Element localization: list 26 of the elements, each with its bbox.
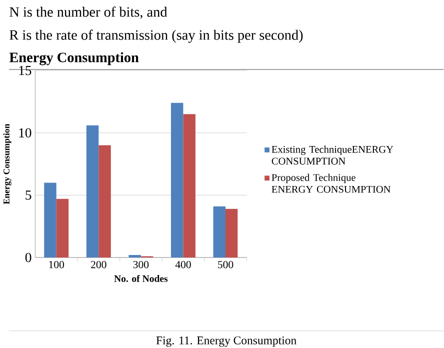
bar bbox=[128, 254, 141, 258]
caption: Fig. 11. Energy Consumption bbox=[156, 336, 296, 347]
bar bbox=[170, 102, 184, 258]
bar bbox=[226, 208, 238, 258]
x-tick-label: 300 bbox=[133, 260, 149, 268]
y-tick-label: 0 bbox=[25, 252, 32, 262]
y-tick-label: 15 bbox=[19, 66, 32, 75]
text: R is the rate of transmission (say in bits per second) bbox=[10, 29, 303, 43]
x-tick-label: 200 bbox=[91, 260, 106, 268]
legend-label: Existing TechniqueENERGY CONSUMPTION bbox=[272, 145, 394, 164]
bar bbox=[98, 145, 111, 258]
bar bbox=[86, 125, 99, 258]
chart-title: Energy Consumption bbox=[9, 52, 139, 65]
legend-label: Proposed Technique ENERGY CONSUMPTION bbox=[272, 174, 391, 193]
x-axis-title: No. of Nodes bbox=[114, 274, 168, 282]
y-axis-title: Energy Consumption bbox=[3, 124, 12, 204]
text: N is the number of bits, and bbox=[10, 6, 168, 19]
x-tick-label: 400 bbox=[175, 260, 191, 268]
x-tick-label: 500 bbox=[218, 260, 234, 268]
x-tick-label: 100 bbox=[49, 260, 64, 268]
bar bbox=[56, 198, 69, 258]
bar bbox=[213, 206, 226, 258]
bar bbox=[44, 182, 56, 258]
y-tick-label: 10 bbox=[19, 128, 32, 138]
bar bbox=[183, 114, 196, 258]
y-tick-label: 5 bbox=[26, 190, 32, 200]
